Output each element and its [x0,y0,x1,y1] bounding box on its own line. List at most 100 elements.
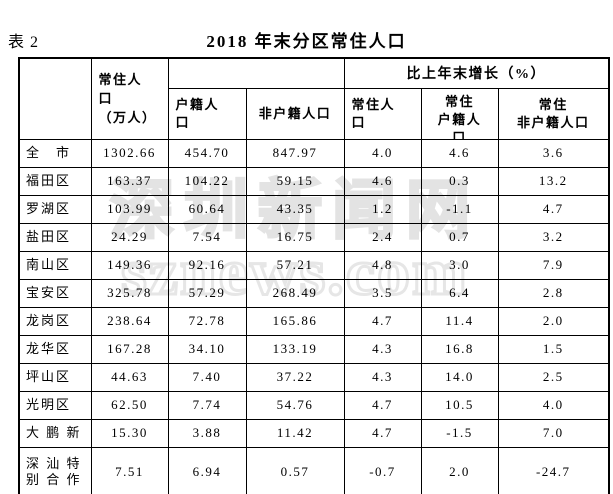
growth-non-hukou-cell: 7.9 [497,250,610,280]
hukou-pop-cell: 104.22 [167,166,247,196]
resident-pop-cell: 24.29 [90,222,169,252]
table-row: 福田区 163.37 104.22 59.15 4.6 0.3 13.2 [18,166,610,196]
growth-non-hukou-cell: 2.5 [497,362,610,392]
table-row: 盐田区 24.29 7.54 16.75 2.4 0.7 3.2 [18,222,610,252]
resident-pop-header: 常住人 口 （万人） [90,57,169,140]
district-cell: 罗湖区 [18,194,92,224]
growth-hukou-cell: 16.8 [420,334,499,364]
resident-pop-cell: 325.78 [90,278,169,308]
non-hukou-pop-cell: 43.35 [245,194,345,224]
table-row: 龙岗区 238.64 72.78 165.86 4.7 11.4 2.0 [18,306,610,336]
resident-pop-cell: 167.28 [90,334,169,364]
table-row: 坪山区 44.63 7.40 37.22 4.3 14.0 2.5 [18,362,610,392]
population-table: 常住人 口 （万人） 比上年末增长（%） 户籍人 口 非户籍人口 常住人 口 常… [18,57,610,494]
district-cell: 坪山区 [18,362,92,392]
growth-hukou-cell: 11.4 [420,306,499,336]
district-cell: 大 鹏 新 [18,418,92,448]
non-hukou-pop-cell: 268.49 [245,278,345,308]
resident-pop-cell: 7.51 [90,446,169,494]
table-label: 表 2 [8,34,40,51]
non-hukou-pop-cell: 847.97 [245,138,345,168]
growth-resident-cell: 2.4 [343,222,422,252]
growth-non-hukou-header: 常住 非户籍人口 [497,87,610,140]
table-row: 南山区 149.36 92.16 57.21 4.8 3.0 7.9 [18,250,610,280]
growth-hukou-cell: 0.7 [420,222,499,252]
table-row: 光明区 62.50 7.74 54.76 4.7 10.5 4.0 [18,390,610,420]
non-hukou-pop-header: 非户籍人口 [245,87,345,140]
growth-hukou-cell: 10.5 [420,390,499,420]
table-row: 深 汕 特 别 合 作 7.51 6.94 0.57 -0.7 2.0 -24.… [18,446,610,494]
growth-resident-cell: 4.3 [343,334,422,364]
non-hukou-pop-cell: 165.86 [245,306,345,336]
district-cell: 盐田区 [18,222,92,252]
hukou-pop-cell: 7.40 [167,362,247,392]
growth-non-hukou-cell: 2.0 [497,306,610,336]
empty-merged-header-cell [167,57,345,89]
growth-resident-cell: 4.7 [343,390,422,420]
resident-pop-cell: 15.30 [90,418,169,448]
growth-resident-cell: 4.3 [343,362,422,392]
growth-non-hukou-cell: 13.2 [497,166,610,196]
growth-hukou-cell: 2.0 [420,446,499,494]
non-hukou-pop-cell: 54.76 [245,390,345,420]
district-cell: 光明区 [18,390,92,420]
non-hukou-pop-cell: 59.15 [245,166,345,196]
district-cell: 龙岗区 [18,306,92,336]
non-hukou-pop-cell: 133.19 [245,334,345,364]
resident-pop-cell: 62.50 [90,390,169,420]
district-header-cell [18,57,92,140]
growth-hukou-cell: -1.5 [420,418,499,448]
growth-hukou-header: 常住 户籍人 口 [420,87,499,140]
growth-non-hukou-cell: 4.7 [497,194,610,224]
growth-non-hukou-cell: 3.2 [497,222,610,252]
hukou-pop-cell: 7.74 [167,390,247,420]
district-cell: 南山区 [18,250,92,280]
growth-resident-cell: 4.0 [343,138,422,168]
growth-group-header: 比上年末增长（%） [343,57,610,89]
growth-resident-cell: 4.8 [343,250,422,280]
table-row: 罗湖区 103.99 60.64 43.35 1.2 -1.1 4.7 [18,194,610,224]
growth-resident-cell: 4.7 [343,306,422,336]
district-cell: 龙华区 [18,334,92,364]
table-row: 宝安区 325.78 57.29 268.49 3.5 6.4 2.8 [18,278,610,308]
table-row: 全 市 1302.66 454.70 847.97 4.0 4.6 3.6 [18,138,610,168]
district-cell: 福田区 [18,166,92,196]
hukou-pop-cell: 3.88 [167,418,247,448]
growth-resident-cell: 1.2 [343,194,422,224]
non-hukou-pop-cell: 37.22 [245,362,345,392]
growth-hukou-cell: 3.0 [420,250,499,280]
table-row: 大 鹏 新 15.30 3.88 11.42 4.7 -1.5 7.0 [18,418,610,448]
growth-resident-cell: 3.5 [343,278,422,308]
growth-resident-cell: 4.6 [343,166,422,196]
growth-hukou-cell: 14.0 [420,362,499,392]
growth-hukou-cell: -1.1 [420,194,499,224]
non-hukou-pop-cell: 0.57 [245,446,345,494]
table-body: 全 市 1302.66 454.70 847.97 4.0 4.6 3.6 福田… [18,138,610,494]
hukou-pop-cell: 454.70 [167,138,247,168]
growth-non-hukou-cell: 3.6 [497,138,610,168]
non-hukou-pop-cell: 57.21 [245,250,345,280]
growth-hukou-cell: 0.3 [420,166,499,196]
resident-pop-cell: 103.99 [90,194,169,224]
growth-non-hukou-cell: 4.0 [497,390,610,420]
resident-pop-cell: 1302.66 [90,138,169,168]
district-cell: 宝安区 [18,278,92,308]
non-hukou-pop-cell: 16.75 [245,222,345,252]
growth-hukou-cell: 6.4 [420,278,499,308]
hukou-pop-header: 户籍人 口 [167,87,247,140]
non-hukou-pop-cell: 11.42 [245,418,345,448]
hukou-pop-cell: 34.10 [167,334,247,364]
hukou-pop-cell: 92.16 [167,250,247,280]
resident-pop-cell: 238.64 [90,306,169,336]
hukou-pop-cell: 57.29 [167,278,247,308]
district-cell: 全 市 [18,138,92,168]
growth-resident-header: 常住人 口 [343,87,422,140]
growth-non-hukou-cell: 2.8 [497,278,610,308]
growth-non-hukou-cell: 7.0 [497,418,610,448]
hukou-pop-cell: 72.78 [167,306,247,336]
growth-hukou-cell: 4.6 [420,138,499,168]
growth-resident-cell: -0.7 [343,446,422,494]
growth-non-hukou-cell: 1.5 [497,334,610,364]
table-row: 龙华区 167.28 34.10 133.19 4.3 16.8 1.5 [18,334,610,364]
